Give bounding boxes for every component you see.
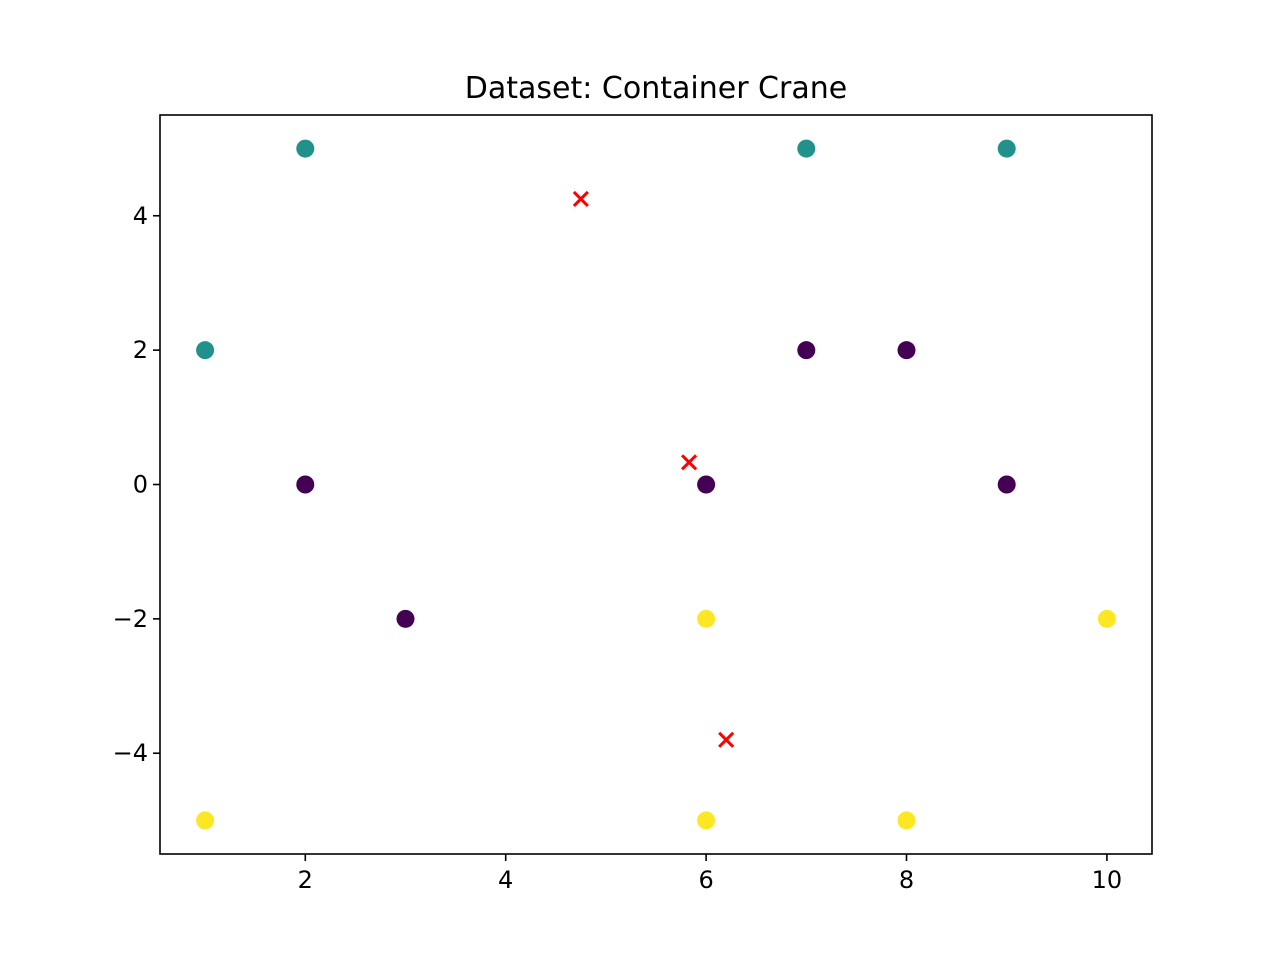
chart-title: Dataset: Container Crane: [465, 71, 847, 106]
axes: 2 4 6 8 10 −4 −2 0 2 4: [113, 202, 1123, 894]
y-tick-label: 4: [133, 202, 148, 230]
data-point: [697, 609, 716, 628]
data-point: [196, 811, 215, 830]
y-tick-label: 2: [133, 336, 148, 364]
data-point: [1097, 609, 1116, 628]
y-tick-label: −4: [113, 739, 148, 767]
centroid-marker: [572, 190, 589, 208]
x-tick-label: 8: [899, 866, 914, 894]
data-point: [296, 139, 315, 158]
data-point: [997, 139, 1016, 158]
data-point: [697, 811, 716, 830]
data-point: [897, 811, 916, 830]
plot-frame: [159, 114, 1153, 855]
data-point: [396, 609, 415, 628]
data-point: [797, 341, 816, 360]
centroid-marker: [681, 454, 698, 471]
centroid-marker: [718, 731, 735, 748]
y-tick-label: 0: [133, 471, 148, 499]
x-tick-label: 6: [698, 866, 713, 894]
x-tick-label: 10: [1092, 866, 1123, 894]
x-tick-label: 4: [498, 866, 513, 894]
data-point: [897, 341, 916, 360]
plot-marks: [196, 139, 1116, 830]
data-point: [196, 341, 215, 360]
data-point: [296, 475, 315, 494]
y-tick-label: −2: [113, 605, 148, 633]
data-point: [697, 475, 716, 494]
x-tick-label: 2: [298, 866, 313, 894]
data-point: [797, 139, 816, 158]
data-point: [997, 475, 1016, 494]
